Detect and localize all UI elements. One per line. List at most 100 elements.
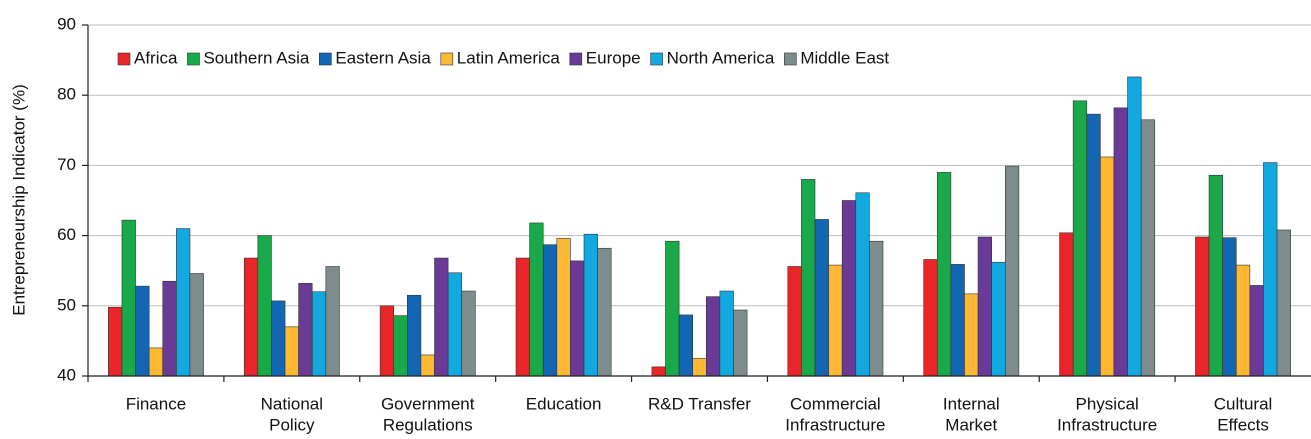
bar [950,264,965,377]
bar [977,236,992,377]
bar [447,272,463,377]
y-tick-label: 50 [57,295,76,314]
bar [570,260,585,377]
x-tick-label: Cultural [1214,394,1273,413]
bar [284,326,299,377]
legend-label: North America [667,48,775,67]
bar [651,366,666,377]
legend-swatch [569,52,583,66]
x-tick-label: Education [526,394,602,413]
y-tick-label: 90 [57,14,76,33]
bar [135,285,150,377]
x-tick-label: Commercial [790,394,881,413]
bar [407,294,422,377]
bar [420,354,435,377]
bar [515,257,530,377]
bar [189,273,204,377]
bar [1249,285,1264,377]
bar [162,280,177,377]
bar [1127,76,1142,377]
bar [814,219,829,377]
bar [923,259,938,377]
x-tick-label: Policy [269,415,315,434]
bar [1100,156,1115,377]
bar [801,179,816,377]
bar [1263,162,1278,377]
bar [325,266,340,377]
bar [1004,165,1020,377]
bar [583,233,598,377]
x-tick-label: Physical [1076,394,1139,413]
legend-label: Europe [586,48,641,67]
bar [855,192,870,377]
bar [1059,232,1074,377]
legend-label: Africa [134,48,178,67]
bar [1195,236,1210,377]
bar [828,264,843,377]
bar [1235,264,1251,377]
legend-swatch [117,52,131,66]
y-axis-label: Entrepreneurship Indicator (%) [9,84,28,316]
bar [529,222,544,377]
bar [733,309,748,377]
bar [121,219,136,377]
bar [719,290,734,377]
x-tick-label: Government [381,394,475,413]
legend-label: Latin America [457,48,561,67]
legend-swatch [187,52,200,66]
bar [841,200,857,377]
bar [461,290,476,377]
bar [1140,119,1156,377]
bar [692,358,707,377]
y-tick-label: 60 [57,225,76,244]
legend-label: Southern Asia [203,48,309,67]
bar [556,238,571,377]
bar [271,300,286,377]
legend-swatch [319,52,332,66]
legend-label: Middle East [800,48,889,67]
y-tick-label: 70 [57,155,76,174]
bar [1222,237,1237,377]
bar [1208,174,1223,377]
bar [1086,113,1101,377]
legend-swatch [650,52,663,66]
x-tick-label: Market [945,415,997,434]
legend-swatch [784,52,797,66]
y-tick-label: 40 [57,365,76,384]
legend-swatch [440,52,454,66]
bar [869,240,884,377]
bar [434,257,449,377]
y-tick-label: 80 [57,85,76,104]
bar [597,247,612,377]
bar [678,314,693,377]
x-tick-label: Regulations [383,415,473,434]
x-tick-label: Infrastructure [785,415,885,434]
x-tick-label: Effects [1217,415,1269,434]
x-tick-label: Infrastructure [1057,415,1157,434]
bar [991,261,1006,377]
legend-label: Eastern Asia [335,48,431,67]
bar [542,244,558,377]
bar [1276,229,1291,377]
bar [787,266,802,377]
x-tick-label: Internal [943,394,1000,413]
bar [148,347,164,377]
bar [257,235,272,377]
bar [1072,100,1088,377]
bar [393,315,408,377]
x-tick-label: Finance [126,394,186,413]
bar [665,240,680,377]
bar [936,172,952,377]
bar [243,257,259,377]
x-tick-label: R&D Transfer [648,394,751,413]
bar [1113,107,1128,377]
bar [964,293,979,377]
bar [108,306,123,377]
x-tick-label: National [261,394,323,413]
bar [298,283,313,377]
bar [176,228,191,377]
bar [311,291,327,377]
bar [379,305,395,377]
bar [705,296,721,377]
